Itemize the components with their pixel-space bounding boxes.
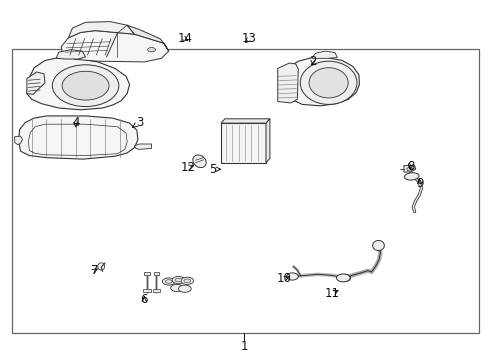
Text: 13: 13 <box>242 32 256 45</box>
Text: 4: 4 <box>72 116 80 129</box>
Polygon shape <box>152 289 160 292</box>
Ellipse shape <box>175 278 182 282</box>
Bar <box>12 49 478 333</box>
Ellipse shape <box>308 68 347 98</box>
Ellipse shape <box>181 277 193 284</box>
Ellipse shape <box>162 278 175 285</box>
Ellipse shape <box>170 284 183 292</box>
Polygon shape <box>19 116 138 159</box>
Polygon shape <box>56 50 85 59</box>
Polygon shape <box>61 31 168 62</box>
Text: 1: 1 <box>240 340 248 353</box>
Text: 11: 11 <box>325 287 339 300</box>
Text: 14: 14 <box>177 32 192 45</box>
Ellipse shape <box>52 65 119 107</box>
Ellipse shape <box>300 61 356 104</box>
Ellipse shape <box>336 274 349 282</box>
Polygon shape <box>15 136 22 145</box>
Ellipse shape <box>404 173 418 180</box>
Polygon shape <box>153 272 159 275</box>
Ellipse shape <box>62 71 109 100</box>
Text: 5: 5 <box>208 163 220 176</box>
Polygon shape <box>143 272 149 275</box>
Polygon shape <box>221 119 269 123</box>
Polygon shape <box>311 51 337 58</box>
Text: 12: 12 <box>181 161 195 174</box>
Ellipse shape <box>286 273 298 280</box>
Polygon shape <box>277 63 298 103</box>
Ellipse shape <box>178 285 191 292</box>
Text: 8: 8 <box>406 160 414 173</box>
Polygon shape <box>221 123 265 163</box>
Polygon shape <box>265 119 269 163</box>
Text: 7: 7 <box>90 264 98 277</box>
Polygon shape <box>27 58 129 110</box>
Ellipse shape <box>192 155 206 167</box>
Ellipse shape <box>372 240 384 251</box>
Polygon shape <box>127 25 168 51</box>
Ellipse shape <box>165 280 172 283</box>
Ellipse shape <box>183 279 190 283</box>
Polygon shape <box>27 72 45 94</box>
Text: 2: 2 <box>308 55 316 68</box>
Polygon shape <box>403 166 415 172</box>
Polygon shape <box>134 144 151 149</box>
Ellipse shape <box>172 276 184 284</box>
Ellipse shape <box>338 274 350 282</box>
Text: 6: 6 <box>140 293 148 306</box>
Text: 3: 3 <box>132 116 143 129</box>
Ellipse shape <box>147 48 155 52</box>
Polygon shape <box>68 22 134 38</box>
Ellipse shape <box>406 167 412 171</box>
Text: 10: 10 <box>276 273 290 285</box>
Polygon shape <box>281 58 359 106</box>
Polygon shape <box>142 289 150 292</box>
Text: 9: 9 <box>415 177 423 190</box>
